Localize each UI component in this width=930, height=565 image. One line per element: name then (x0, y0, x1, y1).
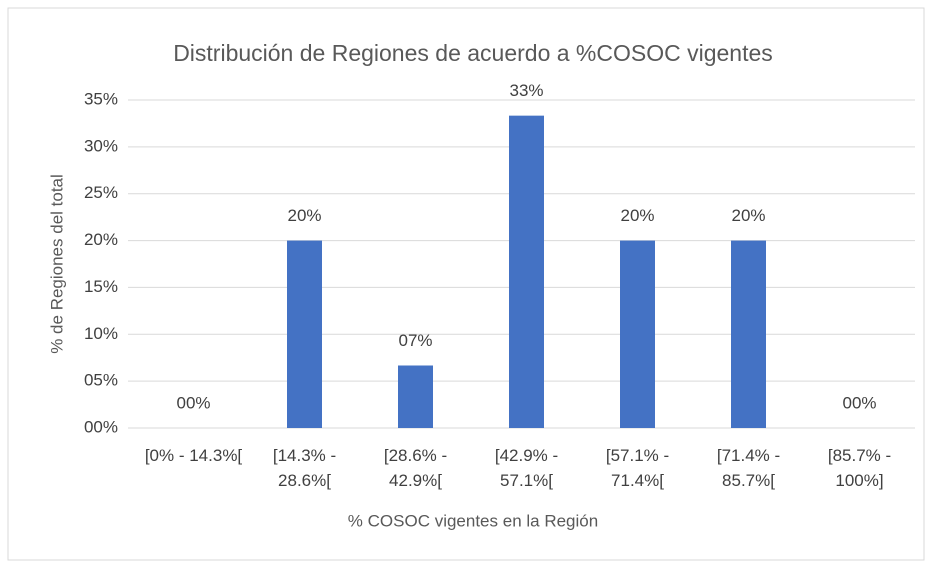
y-tick-label: 30% (84, 136, 118, 155)
chart-title: Distribución de Regiones de acuerdo a %C… (173, 40, 773, 66)
y-axis-title: % de Regiones del total (47, 174, 66, 354)
x-tick-label: [57.1% - 71.4%[ (605, 446, 670, 490)
x-tick-label: [14.3% - 28.6%[ (272, 446, 337, 490)
bar (509, 115, 544, 429)
x-tick-label: [28.6% - 42.9%[ (383, 446, 448, 490)
x-tick-label: [0% - 14.3%[ (144, 446, 243, 465)
x-axis-title: % COSOC vigentes en la Región (348, 511, 598, 530)
data-label: 20% (731, 206, 765, 225)
x-tick-label: [42.9% - 57.1%[ (494, 446, 559, 490)
data-label: 00% (176, 393, 210, 412)
y-tick-label: 20% (84, 230, 118, 249)
data-label: 07% (398, 331, 432, 350)
bar (287, 240, 322, 428)
y-tick-label: 05% (84, 371, 118, 390)
data-label: 20% (287, 206, 321, 225)
bar (398, 365, 433, 428)
y-tick-label: 10% (84, 324, 118, 343)
data-label: 00% (842, 393, 876, 412)
y-tick-label: 00% (84, 417, 118, 436)
y-tick-label: 25% (84, 183, 118, 202)
y-tick-label: 35% (84, 89, 118, 108)
data-label: 20% (620, 206, 654, 225)
x-tick-label: [71.4% - 85.7%[ (716, 446, 781, 490)
y-tick-label: 15% (84, 277, 118, 296)
x-tick-label: [85.7% - 100%] (827, 446, 892, 490)
bar (620, 240, 655, 428)
data-label: 33% (509, 81, 543, 100)
bar (731, 240, 766, 428)
